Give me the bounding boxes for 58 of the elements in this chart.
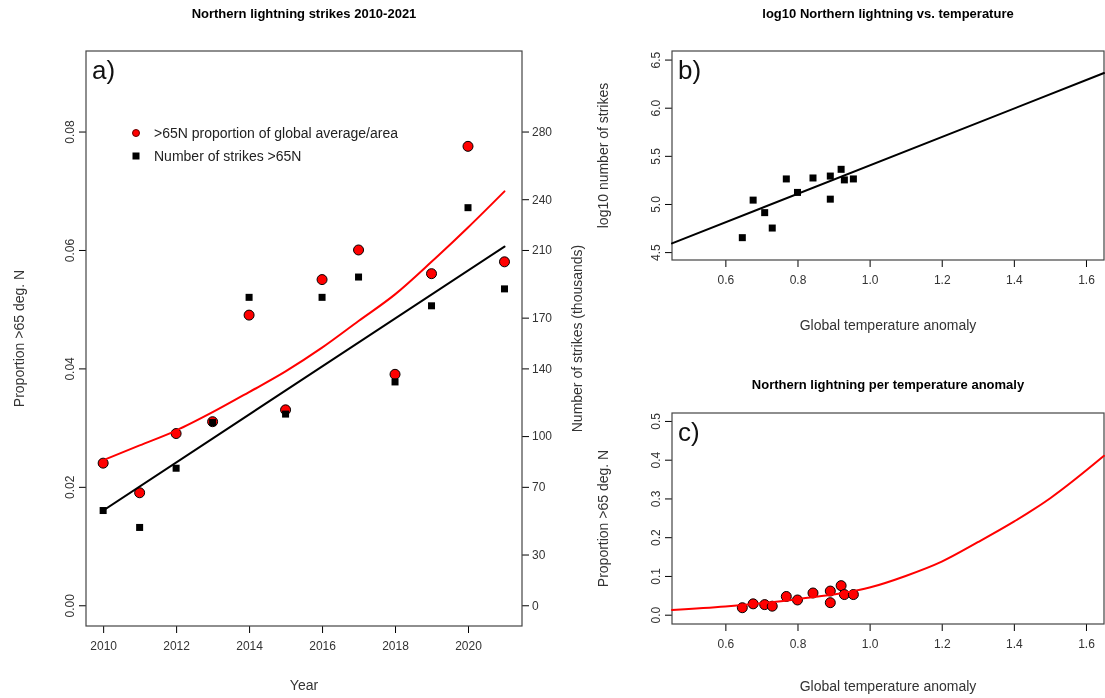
y-tick-label: 0.08 bbox=[63, 120, 78, 144]
x-tick-label: 0.8 bbox=[789, 637, 807, 652]
x-tick-label: 0.8 bbox=[789, 273, 807, 288]
x-tick-label: 1.0 bbox=[861, 273, 879, 288]
x-tick-label: 1.2 bbox=[933, 637, 951, 652]
legend-label: >65N proportion of global average/area bbox=[154, 124, 399, 141]
x-tick-label: 2014 bbox=[236, 639, 264, 654]
y2-axis-title: Number of strikes (thousands) bbox=[569, 244, 585, 433]
y2-tick-label: 240 bbox=[532, 192, 553, 207]
annotation: a) bbox=[92, 55, 116, 85]
chart-title: log10 Northern lightning vs. temperature bbox=[762, 6, 1014, 21]
x-axis-title: Global temperature anomaly bbox=[799, 317, 977, 333]
x-tick-label: 1.6 bbox=[1078, 637, 1096, 652]
y-tick-label: 0.04 bbox=[63, 356, 78, 381]
chart-title: Northern lightning per temperature anomaly bbox=[751, 377, 1025, 392]
y-tick-label: 0.1 bbox=[649, 567, 664, 585]
y-tick-label: 0.5 bbox=[649, 412, 664, 430]
y2-tick-label: 100 bbox=[532, 429, 553, 444]
annotation: b) bbox=[678, 55, 702, 85]
y-axis-title: Proportion >65 deg. N bbox=[11, 269, 27, 408]
y-axis-title: Proportion >65 deg. N bbox=[595, 449, 611, 588]
y-tick-label: 0.4 bbox=[649, 451, 664, 469]
y-tick-label: 0.2 bbox=[649, 529, 664, 547]
x-tick-label: 2016 bbox=[309, 639, 337, 654]
legend-label: Number of strikes >65N bbox=[154, 147, 302, 164]
chart-title: Northern lightning strikes 2010-2021 bbox=[191, 6, 417, 21]
x-tick-label: 1.4 bbox=[1006, 637, 1024, 652]
x-tick-label: 2010 bbox=[90, 639, 118, 654]
y2-tick-label: 210 bbox=[532, 243, 553, 258]
x-tick-label: 1.6 bbox=[1078, 273, 1096, 288]
x-tick-label: 0.6 bbox=[717, 637, 735, 652]
y-tick-label: 0.0 bbox=[649, 606, 664, 624]
y2-tick-label: 0 bbox=[532, 598, 539, 613]
y-tick-label: 0.06 bbox=[63, 238, 78, 263]
y2-tick-label: 280 bbox=[532, 124, 553, 139]
y-tick-label: 4.5 bbox=[649, 243, 664, 261]
y-tick-label: 5.0 bbox=[649, 195, 664, 213]
x-axis-title: Global temperature anomaly bbox=[799, 678, 977, 694]
y-axis-title: log10 number of strikes bbox=[595, 82, 611, 229]
x-tick-label: 1.4 bbox=[1006, 273, 1024, 288]
y-tick-label: 5.5 bbox=[649, 147, 664, 165]
y2-tick-label: 170 bbox=[532, 310, 553, 325]
x-tick-label: 1.2 bbox=[933, 273, 951, 288]
x-tick-label: 1.0 bbox=[861, 637, 879, 652]
y-tick-label: 0.00 bbox=[63, 593, 78, 618]
y2-tick-label: 30 bbox=[532, 547, 546, 562]
x-axis-title: Year bbox=[289, 677, 319, 693]
x-tick-label: 2020 bbox=[455, 639, 483, 654]
x-tick-label: 0.6 bbox=[717, 273, 735, 288]
y-tick-label: 0.02 bbox=[63, 475, 78, 500]
y-tick-label: 0.3 bbox=[649, 490, 664, 508]
y2-tick-label: 70 bbox=[532, 480, 546, 495]
x-tick-label: 2018 bbox=[382, 639, 410, 654]
y2-tick-label: 140 bbox=[532, 361, 553, 376]
y-tick-label: 6.0 bbox=[649, 99, 664, 117]
y-tick-label: 6.5 bbox=[649, 51, 664, 69]
x-tick-label: 2012 bbox=[163, 639, 191, 654]
annotation: c) bbox=[678, 417, 700, 447]
